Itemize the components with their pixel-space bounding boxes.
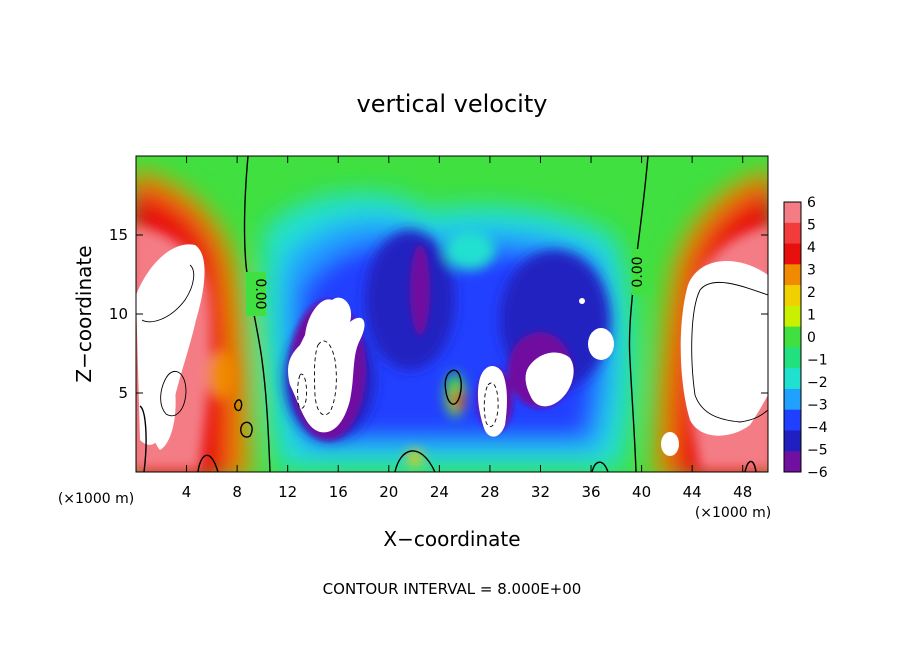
y-tick-label: 15 bbox=[109, 226, 128, 244]
colorbar-swatch bbox=[784, 264, 801, 286]
x-axis: 4 8 12 16 20 24 28 32 36 40 44 48 bbox=[182, 156, 752, 501]
negative-contour-c bbox=[483, 382, 499, 428]
x-tick-label: 32 bbox=[531, 483, 550, 501]
x-unit-left: (×1000 m) bbox=[58, 491, 134, 507]
x-tick-label: 36 bbox=[581, 483, 600, 501]
contour-label-right: 0.00 bbox=[630, 256, 646, 287]
zero-contour-bottom-b bbox=[394, 450, 436, 472]
y-tick-label: 10 bbox=[109, 305, 128, 323]
colorbar-label: 1 bbox=[807, 308, 816, 324]
colorbar-swatch bbox=[784, 202, 801, 224]
x-tick-label: 48 bbox=[733, 483, 752, 501]
colorbar-swatch bbox=[784, 409, 801, 431]
x-tick-label: 8 bbox=[232, 483, 242, 501]
x-tick-label: 4 bbox=[182, 483, 192, 501]
white-region-left-lower bbox=[148, 374, 176, 450]
x-axis-label: X−coordinate bbox=[383, 527, 520, 551]
white-region-center-b bbox=[477, 366, 507, 437]
colorbar: 6 5 4 3 2 1 0 −1 −2 −3 −4 −5 −6 bbox=[783, 195, 828, 481]
zero-contour-small-b bbox=[240, 421, 253, 438]
x-tick-label: 40 bbox=[632, 483, 651, 501]
x-unit-right: (×1000 m) bbox=[695, 505, 771, 521]
positive-contour-left-a bbox=[141, 264, 195, 323]
downdraft-strong-a bbox=[365, 230, 455, 370]
white-region-center-a bbox=[288, 297, 365, 433]
colorbar-swatch bbox=[784, 222, 801, 245]
x-tick-label: 12 bbox=[278, 483, 297, 501]
yellow-pocket-a bbox=[407, 450, 423, 466]
colorbar-swatch bbox=[784, 305, 801, 328]
zero-contour-left-edge bbox=[139, 405, 147, 472]
x-tick-label: 28 bbox=[480, 483, 499, 501]
negative-contour-b bbox=[297, 373, 307, 409]
colorbar-frame bbox=[783, 201, 802, 473]
colorbar-swatch bbox=[784, 243, 801, 265]
x-tick-label: 24 bbox=[430, 483, 449, 501]
white-region-right bbox=[680, 261, 768, 436]
zero-contour-bottom-c bbox=[591, 461, 609, 472]
white-region-center-e bbox=[579, 298, 585, 304]
contour-label-left: 0.00 bbox=[252, 278, 268, 309]
zero-contour-small-c bbox=[444, 369, 462, 405]
colorbar-label: −2 bbox=[807, 375, 828, 391]
colorbar-label: −4 bbox=[807, 420, 828, 436]
colorbar-label: −3 bbox=[807, 398, 828, 414]
colorbar-swatch bbox=[784, 285, 801, 307]
purple-streak bbox=[410, 245, 430, 335]
colorbar-label: −5 bbox=[807, 443, 828, 459]
colorbar-label: 2 bbox=[807, 285, 816, 301]
y-tick-label: 5 bbox=[118, 384, 128, 402]
white-region-center-d bbox=[588, 328, 614, 360]
x-tick-label: 16 bbox=[329, 483, 348, 501]
colorbar-swatch bbox=[784, 326, 801, 348]
y-axis: 5 10 15 bbox=[109, 226, 768, 402]
colorbar-label: 0 bbox=[807, 330, 816, 346]
colorbar-label: 4 bbox=[807, 240, 816, 256]
x-tick-label: 20 bbox=[379, 483, 398, 501]
white-region-center-c bbox=[525, 352, 574, 407]
colorbar-swatch bbox=[784, 451, 801, 473]
zero-contour-bottom-d bbox=[744, 460, 757, 472]
colorbar-swatch bbox=[784, 388, 801, 411]
white-region-right-small bbox=[661, 432, 679, 456]
y-axis-label: Z−coordinate bbox=[72, 245, 96, 382]
x-tick-label: 44 bbox=[683, 483, 702, 501]
colorbar-label: −6 bbox=[807, 465, 828, 481]
positive-contour-left-b bbox=[160, 370, 187, 417]
orange-pocket-a bbox=[208, 350, 236, 400]
colorbar-swatch bbox=[784, 368, 801, 390]
velocity-field: 0.00 0.00 bbox=[136, 156, 768, 472]
positive-contour-right bbox=[691, 281, 768, 423]
colorbar-swatch bbox=[784, 430, 801, 452]
zero-contour-right bbox=[628, 156, 649, 472]
cyan-pocket bbox=[445, 230, 495, 270]
colorbar-label: −1 bbox=[807, 353, 828, 369]
zero-contour-small-a bbox=[234, 399, 243, 412]
chart-title: vertical velocity bbox=[357, 90, 548, 118]
colorbar-swatch bbox=[784, 347, 801, 369]
zero-contour-bottom-a bbox=[197, 454, 219, 472]
colorbar-label: 5 bbox=[807, 218, 816, 234]
colorbar-label: 3 bbox=[807, 263, 816, 279]
colorbar-label: 6 bbox=[807, 195, 816, 211]
contour-interval-footer: CONTOUR INTERVAL = 8.000E+00 bbox=[323, 580, 582, 598]
